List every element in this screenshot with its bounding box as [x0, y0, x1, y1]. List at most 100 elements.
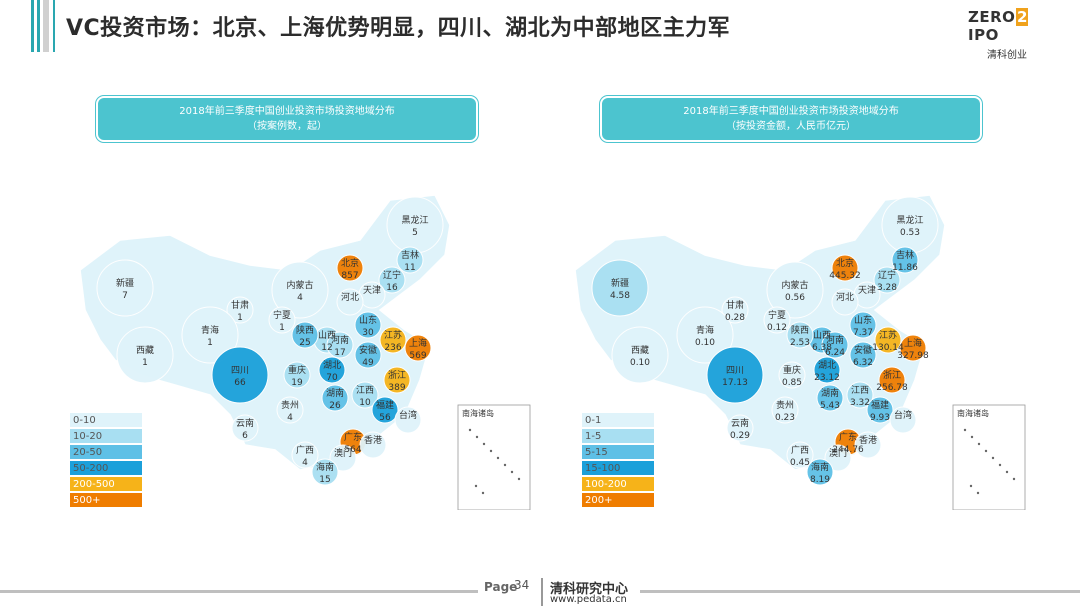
province-name: 安徽	[854, 344, 872, 356]
province-value: 1	[237, 313, 243, 323]
province-name: 北京	[341, 257, 359, 269]
province-value: 0.28	[725, 313, 745, 323]
province-name: 上海	[409, 337, 427, 349]
province-name: 陕西	[791, 324, 809, 336]
province-name: 内蒙古	[781, 279, 808, 291]
province-name: 新疆	[611, 277, 629, 289]
province-value: 0.85	[782, 378, 802, 388]
province-region	[378, 266, 406, 294]
province-name: 河南	[331, 334, 349, 346]
province-value: 25	[299, 338, 310, 348]
island-dot	[976, 491, 980, 495]
province-region	[321, 384, 349, 412]
province-name: 湖北	[818, 360, 836, 371]
header-stripe	[43, 0, 49, 52]
legend-item: 200-500	[70, 477, 142, 491]
province-name: 黑龙江	[896, 214, 923, 226]
province-name: 湖南	[326, 387, 344, 399]
province-region	[96, 259, 154, 317]
province-name: 宁夏	[768, 309, 786, 321]
right-map-subtitle: （按投资金额，人民币亿元）	[726, 121, 856, 132]
province-value: 0.23	[775, 413, 795, 423]
footer-url: www.pedata.cn	[550, 594, 627, 605]
island-dot	[489, 449, 493, 453]
province-region	[763, 306, 791, 334]
province-value: 4.58	[610, 291, 630, 301]
province-value: 9.93	[870, 413, 890, 423]
footer-divider-right	[640, 590, 1080, 593]
province-value: 15	[319, 475, 330, 485]
province-region	[379, 326, 407, 354]
province-region	[359, 431, 387, 459]
province-region	[591, 259, 649, 317]
province-name: 澳门	[334, 447, 352, 459]
province-region	[821, 331, 849, 359]
province-region	[878, 366, 906, 394]
province-name: 广西	[791, 444, 809, 456]
province-value: 8.19	[810, 475, 830, 485]
inset-label: 南海诸岛	[957, 408, 989, 418]
province-region	[283, 361, 311, 389]
province-name: 吉林	[896, 249, 914, 261]
province-value: 11	[404, 263, 415, 273]
province-name: 台湾	[894, 409, 912, 421]
province-region	[874, 326, 902, 354]
province-region	[806, 458, 834, 486]
island-dot	[1012, 477, 1016, 481]
legend-item: 200+	[582, 493, 654, 507]
island-dot	[496, 456, 500, 460]
province-value: 1	[279, 323, 285, 333]
inset-label: 南海诸岛	[462, 408, 494, 418]
province-region	[676, 306, 734, 364]
legend-swatch: 10-20	[70, 429, 142, 443]
province-value: 2.53	[790, 338, 810, 348]
legend-swatch: 20-50	[70, 445, 142, 459]
legend-swatch: 200+	[582, 493, 654, 507]
province-value: 6.24	[825, 348, 845, 358]
province-region	[311, 458, 339, 486]
province-region	[786, 441, 814, 469]
island-dot	[963, 428, 967, 432]
province-name: 安徽	[359, 344, 377, 356]
province-value: 16	[386, 283, 398, 293]
province-name: 贵州	[281, 399, 299, 411]
legend-swatch: 0-1	[582, 413, 654, 427]
province-name: 西藏	[136, 344, 154, 356]
left-map-title-box: 2018年前三季度中国创业投资市场投资地域分布 （按案例数，起）	[98, 98, 476, 140]
province-name: 广东	[839, 431, 857, 443]
province-value: 445.32	[829, 271, 861, 281]
province-region	[816, 384, 844, 412]
province-value: 569	[409, 351, 426, 361]
province-value: 49	[362, 358, 374, 368]
province-name: 甘肃	[726, 299, 744, 311]
legend-swatch: 500+	[70, 493, 142, 507]
page-title: VC投资市场：北京、上海优势明显，四川、湖北为中部地区主力军	[66, 16, 731, 41]
logo-subtitle: 清科创业	[987, 50, 1027, 61]
province-name: 河南	[826, 334, 844, 346]
province-value: 7.37	[853, 328, 873, 338]
province-name: 福建	[376, 399, 394, 411]
south-china-sea-inset	[457, 404, 531, 510]
footer-page-number: 34	[514, 578, 530, 592]
province-value: 70	[326, 373, 338, 383]
province-region	[268, 306, 296, 334]
province-name: 江苏	[879, 329, 897, 341]
province-value: 6.32	[853, 358, 873, 368]
province-region	[351, 381, 379, 409]
province-name: 辽宁	[383, 269, 401, 281]
province-name: 江西	[851, 385, 869, 396]
province-region	[766, 261, 824, 319]
province-region	[404, 334, 432, 362]
province-value: 389	[388, 383, 405, 393]
legend-item: 1-5	[582, 429, 654, 443]
province-name: 香港	[364, 434, 382, 446]
island-dot	[977, 442, 981, 446]
left-map-title: 2018年前三季度中国创业投资市场投资地域分布	[179, 106, 395, 117]
province-name: 海南	[811, 461, 829, 473]
province-value: 564	[344, 445, 361, 455]
province-region	[786, 321, 814, 349]
province-name: 河北	[836, 291, 854, 303]
island-dot	[481, 491, 485, 495]
